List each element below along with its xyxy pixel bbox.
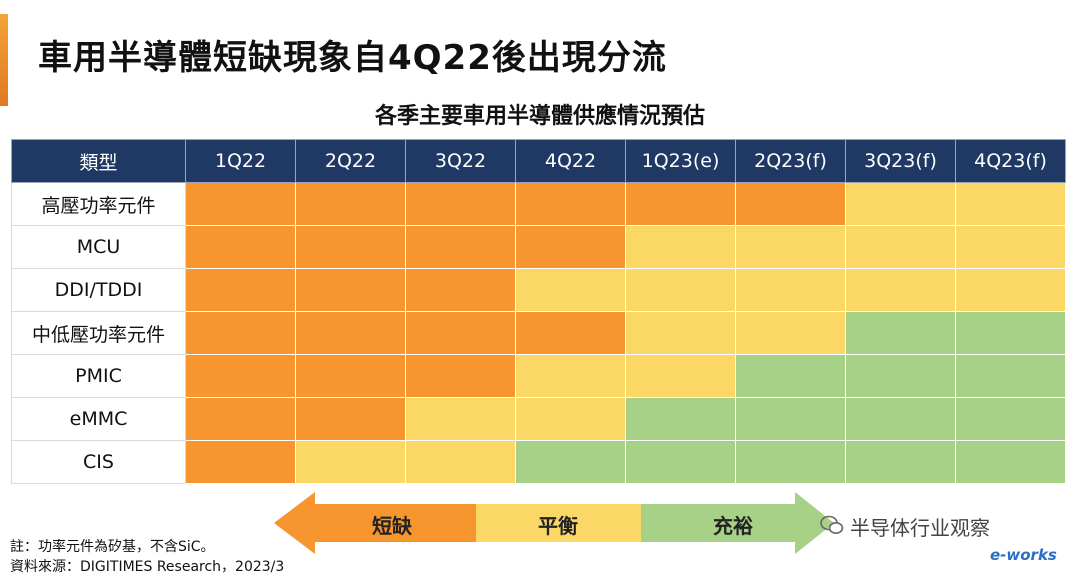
title-accent-bar — [0, 14, 8, 106]
row-label: 中低壓功率元件 — [11, 311, 186, 355]
heat-cell — [735, 225, 846, 269]
heat-cell — [845, 440, 956, 484]
heat-cell — [625, 440, 736, 484]
column-header: 2Q23(f) — [735, 139, 846, 183]
heat-cell — [735, 311, 846, 355]
heat-cell — [185, 311, 296, 355]
chart-title: 各季主要車用半導體供應情況預估 — [374, 104, 705, 129]
wechat-icon — [820, 515, 844, 534]
column-header: 3Q23(f) — [845, 139, 956, 183]
supply-heatmap-table: 類型 1Q22 2Q22 3Q22 4Q22 1Q23(e) 2Q23(f) 3… — [11, 139, 1066, 484]
heatmap-body: 高壓功率元件 MCU DDI/TDDI 中低壓功率元件 PMIC eMMC CIS — [11, 182, 1066, 484]
heat-cell — [295, 182, 406, 226]
heat-cell — [405, 182, 516, 226]
heat-cell — [515, 268, 626, 312]
heat-cell — [185, 397, 296, 441]
heat-cell — [845, 268, 956, 312]
heat-cell — [625, 225, 736, 269]
row-label: 高壓功率元件 — [11, 182, 186, 226]
heat-cell — [625, 354, 736, 398]
heat-cell — [185, 354, 296, 398]
heat-cell — [405, 397, 516, 441]
heat-cell — [515, 225, 626, 269]
row-label: MCU — [11, 225, 186, 269]
heat-cell — [955, 182, 1066, 226]
corner-header: 類型 — [11, 139, 186, 183]
table-row: 中低壓功率元件 — [11, 311, 1066, 355]
legend-label-balance: 平衡 — [538, 514, 578, 538]
page-title: 車用半導體短缺現象自4Q22後出現分流 — [38, 38, 667, 78]
source-note: 資料來源：DIGITIMES Research，2023/3 — [10, 559, 285, 575]
row-label: PMIC — [11, 354, 186, 398]
heat-cell — [405, 440, 516, 484]
heat-cell — [845, 225, 956, 269]
heat-cell — [185, 182, 296, 226]
heat-cell — [185, 268, 296, 312]
column-header: 1Q23(e) — [625, 139, 736, 183]
heat-cell — [955, 354, 1066, 398]
heat-cell — [735, 268, 846, 312]
table-row: PMIC — [11, 354, 1066, 398]
column-header: 2Q22 — [295, 139, 406, 183]
column-header: 4Q23(f) — [955, 139, 1066, 183]
eworks-logo: e-works — [990, 546, 1057, 564]
table-row: DDI/TDDI — [11, 268, 1066, 312]
heat-cell — [625, 397, 736, 441]
heat-cell — [295, 225, 406, 269]
header-row: 類型 1Q22 2Q22 3Q22 4Q22 1Q23(e) 2Q23(f) 3… — [11, 139, 1066, 183]
heat-cell — [295, 354, 406, 398]
heat-cell — [955, 440, 1066, 484]
heat-cell — [735, 440, 846, 484]
heat-cell — [955, 268, 1066, 312]
row-label: eMMC — [11, 397, 186, 441]
heat-cell — [185, 225, 296, 269]
heat-cell — [845, 311, 956, 355]
heat-cell — [515, 311, 626, 355]
column-header: 3Q22 — [405, 139, 516, 183]
row-label: CIS — [11, 440, 186, 484]
heat-cell — [845, 182, 956, 226]
heat-cell — [295, 397, 406, 441]
row-label: DDI/TDDI — [11, 268, 186, 312]
heat-cell — [735, 397, 846, 441]
column-header: 1Q22 — [185, 139, 296, 183]
heat-cell — [515, 397, 626, 441]
heat-cell — [845, 397, 956, 441]
heat-cell — [625, 268, 736, 312]
watermark-text: 半导体行业观察 — [850, 516, 990, 540]
heat-cell — [185, 440, 296, 484]
table-row: MCU — [11, 225, 1066, 269]
footnote: 註：功率元件為矽基，不含SiC。 — [10, 539, 215, 555]
heat-cell — [515, 440, 626, 484]
table-row: 高壓功率元件 — [11, 182, 1066, 226]
heat-cell — [845, 354, 956, 398]
heat-cell — [735, 182, 846, 226]
heat-cell — [295, 311, 406, 355]
heat-cell — [405, 311, 516, 355]
heat-cell — [955, 225, 1066, 269]
heat-cell — [955, 397, 1066, 441]
table-row: CIS — [11, 440, 1066, 484]
heat-cell — [405, 268, 516, 312]
table-row: eMMC — [11, 397, 1066, 441]
legend-label-short: 短缺 — [372, 514, 412, 538]
heat-cell — [625, 311, 736, 355]
legend-label-ample: 充裕 — [713, 514, 753, 538]
heat-cell — [295, 268, 406, 312]
heat-cell — [625, 182, 736, 226]
heat-cell — [735, 354, 846, 398]
heat-cell — [955, 311, 1066, 355]
column-header: 4Q22 — [515, 139, 626, 183]
heat-cell — [405, 225, 516, 269]
heat-cell — [515, 354, 626, 398]
heat-cell — [405, 354, 516, 398]
heat-cell — [515, 182, 626, 226]
heat-cell — [295, 440, 406, 484]
